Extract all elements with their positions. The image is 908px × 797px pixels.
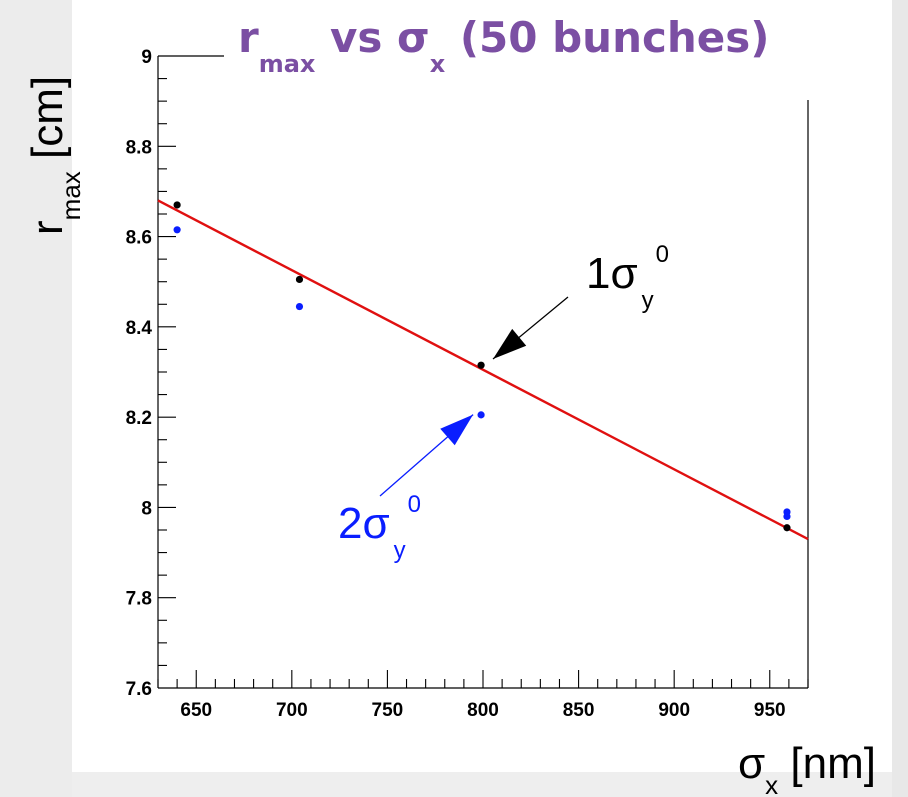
axis-tick-labels: 650 700 750 800 850 900 9507.67.888.28.48.68.8… — [126, 47, 786, 721]
y-tick-label: 9 — [141, 47, 152, 68]
data-point-black — [173, 201, 181, 209]
fit-line — [157, 199, 809, 541]
data-point-black — [295, 275, 304, 284]
data-point-blue — [295, 302, 304, 311]
x-tick-label: 900 — [658, 700, 690, 721]
y-axis-title-sym: r — [23, 220, 72, 235]
y-tick-label: 7.8 — [126, 589, 152, 610]
plot-frame — [157, 55, 809, 689]
background-left — [0, 0, 72, 797]
title-tail: (50 bunches) — [445, 13, 769, 62]
x-axis-title: σx [nm] — [738, 739, 876, 797]
background-right — [892, 0, 908, 797]
plot-panel — [72, 0, 892, 772]
data-point-black — [783, 524, 791, 532]
x-tick-label: 700 — [276, 700, 308, 721]
label-1sigma-sub: y — [642, 287, 654, 314]
label-2sigma-main: 2σ — [338, 499, 390, 548]
y-tick-label: 7.6 — [126, 679, 152, 700]
chart-title: rmax vs σx (50 bunches) — [238, 13, 769, 78]
data-point-black — [477, 361, 485, 369]
arrow-1sigma-head — [493, 328, 527, 359]
data-point-blue — [477, 411, 485, 419]
x-axis-title-sub: x — [765, 770, 778, 797]
data-point-blue — [173, 226, 181, 234]
x-tick-label: 950 — [754, 700, 786, 721]
y-tick-label: 8.2 — [126, 408, 152, 429]
y-tick-label: 8.8 — [126, 137, 152, 158]
x-axis-title-sym: σ — [738, 739, 765, 788]
label-2sigma: 2σy0 — [338, 491, 421, 564]
x-tick-label: 850 — [563, 700, 595, 721]
label-1sigma-sup: 0 — [656, 241, 669, 268]
arrow-1sigma — [492, 296, 569, 360]
y-axis-title-unit: [cm] — [23, 76, 72, 171]
y-tick-label: 8.6 — [126, 228, 152, 249]
label-1sigma: 1σy0 — [586, 241, 669, 314]
svg-text:rmax [cm]: rmax [cm] — [23, 76, 86, 235]
data-points — [173, 201, 791, 532]
title-sigma-sub: x — [430, 50, 446, 78]
arrow-2sigma — [379, 414, 474, 497]
title-r-sub: max — [259, 50, 316, 78]
title-r: r — [238, 13, 259, 62]
y-axis-title-sub: max — [56, 171, 86, 220]
arrow-2sigma-head — [440, 414, 474, 446]
x-tick-label: 800 — [467, 700, 499, 721]
fit-line-group — [157, 199, 809, 541]
y-tick-label: 8.4 — [126, 318, 153, 339]
x-axis-title-unit: [nm] — [778, 739, 876, 788]
data-point-blue — [783, 508, 791, 516]
title-vs-sigma: vs σ — [315, 13, 429, 62]
axis-ticks — [157, 55, 809, 689]
label-1sigma-main: 1σ — [586, 249, 638, 298]
y-tick-label: 8 — [141, 498, 152, 519]
y-axis-title: rmax [cm] — [23, 76, 86, 235]
label-2sigma-sub: y — [394, 537, 406, 564]
x-tick-label: 750 — [372, 700, 404, 721]
label-2sigma-sup: 0 — [408, 491, 421, 518]
x-tick-label: 650 — [180, 700, 212, 721]
